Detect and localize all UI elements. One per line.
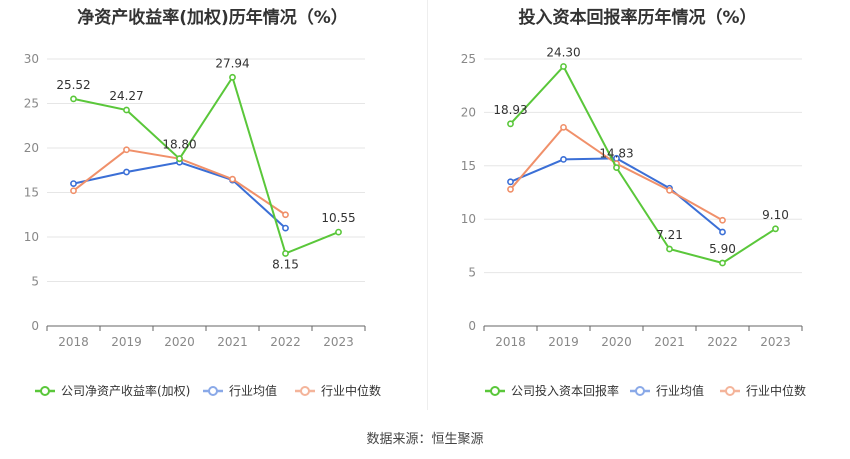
- data-point[interactable]: [560, 63, 567, 70]
- legend-item-0[interactable]: 公司投入资本回报率: [485, 383, 619, 398]
- roe-chart: 0 5 10 15 20 25 30 2018 2019 2020 2021 2022 2023 25.5…: [24, 52, 381, 398]
- data-point[interactable]: [560, 155, 567, 163]
- legend-swatch-marker: [490, 386, 500, 396]
- x-tick-label: 2023: [323, 335, 354, 349]
- x-tick-label: 2020: [164, 335, 195, 349]
- data-label: 18.80: [162, 138, 196, 152]
- data-point[interactable]: [772, 225, 779, 233]
- legend-swatch-marker: [635, 386, 645, 396]
- y-tick-label: 0: [468, 319, 476, 333]
- data-point[interactable]: [123, 146, 130, 154]
- legend-swatch-marker: [725, 386, 735, 396]
- legend-label: 行业均值: [656, 383, 704, 398]
- y-tick-label: 20: [461, 105, 476, 119]
- data-point[interactable]: [282, 250, 289, 257]
- data-point[interactable]: [666, 186, 673, 194]
- data-point[interactable]: [123, 106, 130, 114]
- legend-label: 公司投入资本回报率: [511, 383, 619, 398]
- data-point[interactable]: [229, 73, 236, 81]
- legend-swatch-marker: [40, 386, 50, 396]
- x-tick-label: 2019: [111, 335, 142, 349]
- x-tick-label: 2021: [217, 335, 248, 349]
- legend-label: 行业中位数: [746, 383, 806, 398]
- y-tick-label: 5: [468, 266, 476, 280]
- x-tick-label: 2020: [601, 335, 632, 349]
- x-tick-label: 2018: [58, 335, 89, 349]
- legend-swatch-marker: [208, 386, 218, 396]
- chart-title-roic: 投入资本回报率历年情况（%）: [518, 8, 757, 28]
- legend-label: 行业均值: [229, 383, 277, 398]
- y-tick-label: 25: [24, 97, 39, 111]
- data-label: 10.55: [321, 211, 355, 225]
- legend-item-1[interactable]: 行业均值: [630, 383, 704, 398]
- series-line-0: [509, 64, 777, 265]
- series-line-1: [73, 161, 287, 229]
- y-tick-label: 0: [31, 319, 39, 333]
- data-label: 24.27: [109, 89, 143, 103]
- data-point[interactable]: [719, 259, 726, 267]
- data-point[interactable]: [176, 155, 183, 163]
- data-label: 7.21: [656, 228, 683, 242]
- data-point[interactable]: [70, 187, 77, 195]
- data-point[interactable]: [123, 168, 130, 176]
- panel-divider: [427, 0, 428, 410]
- y-tick-label: 15: [461, 159, 476, 173]
- data-label: 18.93: [493, 103, 527, 117]
- data-label: 9.10: [762, 208, 789, 222]
- legend-item-1[interactable]: 行业均值: [203, 383, 277, 398]
- data-point[interactable]: [335, 228, 342, 236]
- data-point[interactable]: [70, 95, 77, 103]
- data-point[interactable]: [229, 175, 236, 183]
- data-source-footer: 数据来源：恒生聚源: [366, 432, 484, 447]
- y-tick-label: 15: [24, 186, 39, 200]
- legend-item-2[interactable]: 行业中位数: [295, 383, 381, 398]
- x-tick-label: 2023: [760, 335, 791, 349]
- legend-swatch-marker: [300, 386, 310, 396]
- chart-title-roe: 净资产收益率(加权)历年情况（%）: [77, 8, 348, 28]
- legend-item-2[interactable]: 行业中位数: [720, 383, 806, 398]
- data-point[interactable]: [507, 185, 514, 193]
- legend-item-0[interactable]: 公司净资产收益率(加权): [35, 383, 190, 398]
- data-label: 24.30: [546, 45, 580, 59]
- y-tick-label: 20: [24, 141, 39, 155]
- y-tick-label: 5: [31, 275, 39, 289]
- data-label: 27.94: [215, 56, 249, 70]
- legend-label: 公司净资产收益率(加权): [61, 383, 190, 398]
- data-label: 14.83: [599, 147, 633, 161]
- data-point[interactable]: [70, 180, 77, 187]
- x-tick-label: 2019: [548, 335, 579, 349]
- data-label: 25.52: [56, 78, 90, 92]
- data-point[interactable]: [666, 245, 673, 253]
- x-tick-label: 2018: [495, 335, 526, 349]
- data-point[interactable]: [719, 228, 726, 236]
- data-point[interactable]: [719, 216, 726, 224]
- data-point[interactable]: [560, 123, 567, 131]
- x-tick-label: 2022: [270, 335, 301, 349]
- y-tick-label: 25: [461, 52, 476, 66]
- data-label: 8.15: [272, 257, 299, 271]
- data-point[interactable]: [282, 224, 289, 232]
- roic-chart: 0 5 10 15 20 25 2018 2019 2020 2021 2022 2023 18.93 2…: [461, 45, 806, 398]
- x-tick-label: 2022: [707, 335, 738, 349]
- y-tick-label: 30: [24, 52, 39, 66]
- x-tick-label: 2021: [654, 335, 685, 349]
- series-line-0: [73, 74, 339, 255]
- data-point[interactable]: [507, 120, 514, 128]
- y-tick-label: 10: [24, 230, 39, 244]
- legend-label: 行业中位数: [321, 383, 381, 398]
- data-point[interactable]: [282, 211, 289, 219]
- data-point[interactable]: [613, 164, 620, 172]
- data-label: 5.90: [709, 242, 736, 256]
- data-point[interactable]: [507, 178, 514, 186]
- y-tick-label: 10: [461, 212, 476, 226]
